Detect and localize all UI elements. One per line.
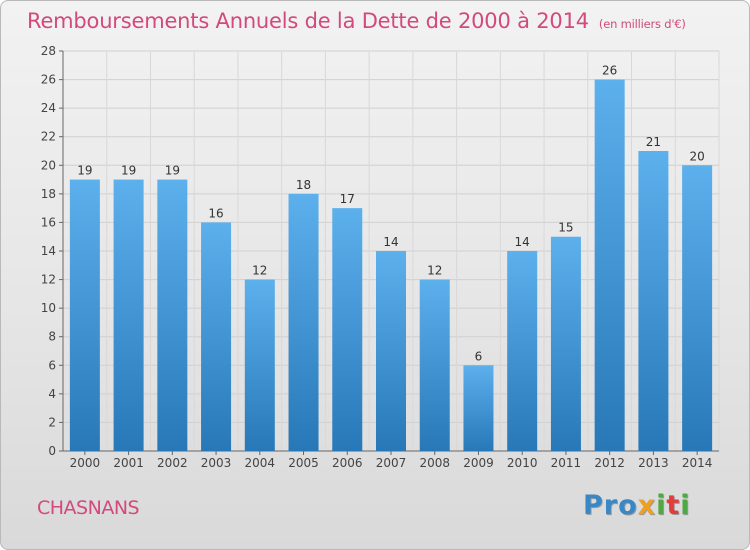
data-label-2008: 12 xyxy=(427,264,442,278)
bar-2002[interactable] xyxy=(157,179,188,452)
bar-2007[interactable] xyxy=(376,251,406,451)
data-label-2007: 14 xyxy=(383,235,398,249)
x-tick-label-2010: 2010 xyxy=(507,456,538,470)
y-tick-label: 4 xyxy=(48,387,56,401)
x-tick-label-2000: 2000 xyxy=(70,456,101,470)
y-tick-label: 26 xyxy=(41,73,56,87)
data-label-2013: 21 xyxy=(646,135,661,149)
x-tick-label-2012: 2012 xyxy=(594,456,625,470)
data-label-2002: 19 xyxy=(165,164,180,178)
data-label-2012: 26 xyxy=(602,64,617,78)
y-tick-label: 22 xyxy=(41,130,56,144)
data-label-2005: 18 xyxy=(296,178,311,192)
bar-2014[interactable] xyxy=(682,165,713,452)
data-label-2003: 16 xyxy=(208,206,223,220)
data-label-2004: 12 xyxy=(252,264,267,278)
x-tick-label-2013: 2013 xyxy=(638,456,669,470)
bar-2011[interactable] xyxy=(550,236,581,451)
bar-2010[interactable] xyxy=(507,251,538,451)
y-tick-label: 14 xyxy=(41,244,56,258)
bar-2012[interactable] xyxy=(594,79,625,452)
title-text: Remboursements Annuels de la Dette de 20… xyxy=(27,9,589,33)
bar-2013[interactable] xyxy=(638,151,669,451)
x-tick-label-2004: 2004 xyxy=(245,456,276,470)
y-tick-label: 28 xyxy=(41,44,56,58)
unit-label: (en milliers d'€) xyxy=(598,17,686,31)
data-label-2014: 20 xyxy=(689,149,704,163)
x-tick-label-2009: 2009 xyxy=(463,456,494,470)
x-tick-label-2008: 2008 xyxy=(419,456,450,470)
data-label-2010: 14 xyxy=(515,235,530,249)
y-tick-label: 2 xyxy=(48,415,56,429)
chart-title: Remboursements Annuels de la Dette de 20… xyxy=(27,9,686,33)
bar-2004[interactable] xyxy=(244,279,275,451)
bar-2003[interactable] xyxy=(201,222,232,451)
y-tick-label: 12 xyxy=(41,273,56,287)
data-label-2011: 15 xyxy=(558,221,573,235)
data-label-2006: 17 xyxy=(340,192,355,206)
x-tick-label-2003: 2003 xyxy=(201,456,232,470)
y-tick-label: 0 xyxy=(48,444,56,458)
x-tick-label-2001: 2001 xyxy=(113,456,144,470)
x-tick-label-2005: 2005 xyxy=(288,456,319,470)
bars xyxy=(69,79,713,452)
data-label-2009: 6 xyxy=(475,349,483,363)
y-tick-label: 16 xyxy=(41,215,56,229)
x-tick-label-2002: 2002 xyxy=(157,456,188,470)
y-tick-label: 24 xyxy=(41,101,56,115)
commune-name: CHASNANS xyxy=(37,497,140,519)
y-tick-label: 10 xyxy=(41,301,56,315)
bar-2005[interactable] xyxy=(288,193,319,451)
bar-2001[interactable] xyxy=(113,179,144,452)
proxiti-logo[interactable]: Proxiti xyxy=(583,490,691,521)
x-tick-label-2011: 2011 xyxy=(551,456,582,470)
data-label-2000: 19 xyxy=(77,164,92,178)
data-label-2001: 19 xyxy=(121,164,136,178)
x-tick-label-2014: 2014 xyxy=(682,456,713,470)
bar-2008[interactable] xyxy=(419,279,450,451)
y-tick-label: 20 xyxy=(41,158,56,172)
y-tick-label: 6 xyxy=(48,358,56,372)
bar-2000[interactable] xyxy=(69,179,100,452)
x-tick-label-2006: 2006 xyxy=(332,456,363,470)
y-tick-label: 18 xyxy=(41,187,56,201)
labels: 0246810121416182022242628192000192001192… xyxy=(41,44,713,470)
x-tick-label-2007: 2007 xyxy=(376,456,407,470)
bar-2006[interactable] xyxy=(332,208,363,451)
y-tick-label: 8 xyxy=(48,330,56,344)
bar-2009[interactable] xyxy=(463,365,494,451)
